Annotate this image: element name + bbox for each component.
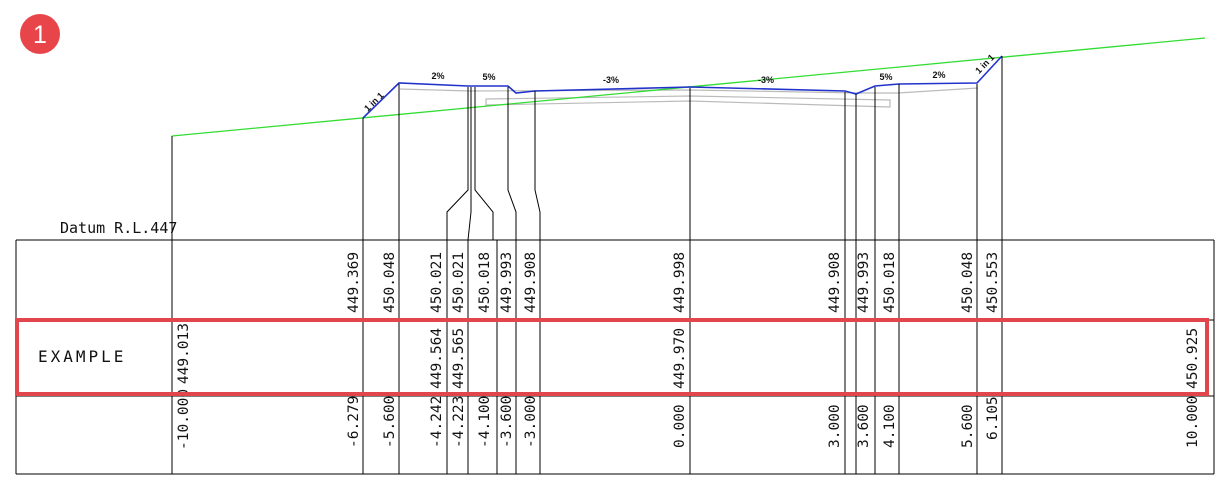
offset-value: 4.100 <box>882 404 898 448</box>
grade-label: 5% <box>879 72 892 82</box>
grade-label: 1 in 1 <box>973 52 996 76</box>
pavement-layer-base <box>485 95 891 108</box>
design-level-value: 449.369 <box>346 252 362 313</box>
design-level-value: 450.018 <box>882 252 898 313</box>
design-level-value: 449.998 <box>672 252 688 313</box>
step-badge-circle <box>20 14 60 54</box>
offset-value: -4.223 <box>451 396 467 448</box>
design-level-value: 449.993 <box>499 252 515 313</box>
offset-value: 3.000 <box>827 404 843 448</box>
design-level-value: 449.908 <box>827 252 843 313</box>
station-line <box>534 91 541 474</box>
example-level-value: 449.970 <box>672 328 688 389</box>
station-lines <box>171 56 1003 474</box>
offset-value: 3.600 <box>856 404 872 448</box>
example-row-label: EXAMPLE <box>38 347 126 366</box>
offset-value: 6.105 <box>985 396 1001 440</box>
design-level-value: 450.021 <box>429 252 445 313</box>
design-level-value: 450.048 <box>382 252 398 313</box>
grade-label: 5% <box>482 72 495 82</box>
grade-label: 1 in 1 <box>362 90 386 113</box>
station-line <box>446 87 469 474</box>
design-level-value: 449.908 <box>523 252 539 313</box>
design-level-row: 449.369 450.048 450.021 450.021 450.018 449.9… <box>346 252 1001 313</box>
step-badge-number: 1 <box>33 21 47 49</box>
pavement-layer-top <box>399 87 979 94</box>
grade-label: -3% <box>758 75 774 85</box>
design-level-value: 450.048 <box>960 252 976 313</box>
offset-value: -5.600 <box>382 396 398 448</box>
step-badge: 1 <box>20 14 60 54</box>
design-level-value: 449.993 <box>856 252 872 313</box>
grade-label: 2% <box>932 70 945 80</box>
offset-value: 10.000 <box>1185 396 1201 448</box>
table-grid <box>15 239 1215 475</box>
example-level-value: 449.564 <box>429 328 445 389</box>
station-line <box>507 87 517 474</box>
design-level-value: 450.553 <box>985 252 1001 313</box>
offset-value: 0.000 <box>672 404 688 448</box>
example-level-value: 449.013 <box>176 323 192 384</box>
design-level-value: 450.018 <box>477 252 493 313</box>
offset-value: -10.000 <box>176 389 192 450</box>
design-surface-line <box>362 55 1003 119</box>
pavement-layers <box>399 87 979 108</box>
offset-value: -6.279 <box>346 396 362 448</box>
offset-row: -10.000 -6.279 -5.600 -4.242 -4.223 -4.100 -3.… <box>176 389 1201 450</box>
example-level-value: 450.925 <box>1185 328 1201 389</box>
grade-label: -3% <box>603 75 619 85</box>
example-level-value: 449.565 <box>451 328 467 389</box>
offset-value: -3.000 <box>523 396 539 448</box>
offset-value: -4.242 <box>429 396 445 448</box>
datum-label: Datum R.L.447 <box>60 219 177 237</box>
example-level-row: 449.013 449.564 449.565 449.970 450.925 <box>176 323 1201 389</box>
design-level-value: 450.021 <box>451 252 467 313</box>
station-line <box>474 87 498 474</box>
highlight-box <box>15 318 1209 396</box>
offset-value: -4.100 <box>477 396 493 448</box>
grade-label: 2% <box>431 71 444 81</box>
offset-value: 5.600 <box>960 404 976 448</box>
offset-value: -3.600 <box>499 396 515 448</box>
